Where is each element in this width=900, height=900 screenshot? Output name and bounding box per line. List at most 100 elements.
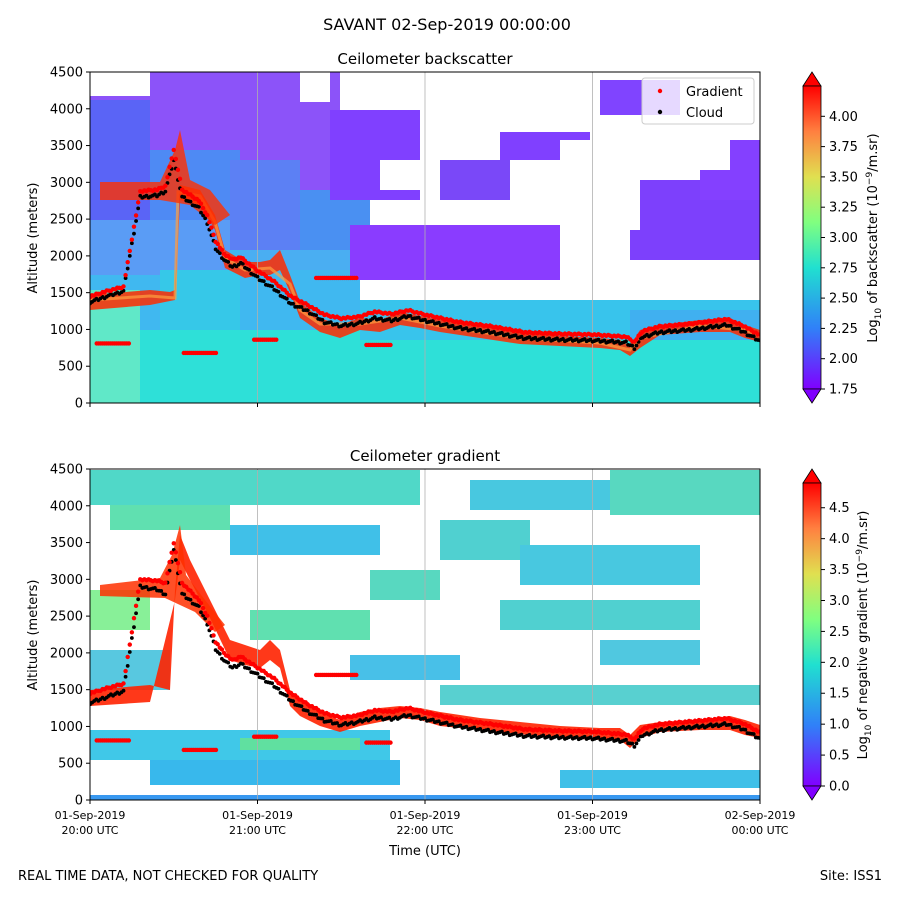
colorbar-tick-label: 3.00 [829, 231, 858, 246]
cloud-point [284, 693, 289, 698]
gradient-point [169, 550, 174, 555]
colorbar-top-extend [802, 468, 822, 484]
x-tick-time: 20:00 UTC [61, 824, 118, 837]
gradient-point [213, 350, 219, 356]
cloud-point [163, 189, 168, 194]
cloud-point [624, 339, 628, 344]
cloud-point [444, 322, 449, 326]
gradient-point [388, 740, 393, 745]
gradient-point [207, 220, 212, 225]
cloud-point [328, 718, 333, 723]
gradient-point [213, 747, 219, 753]
cloud-point [299, 704, 304, 709]
cloud-point [276, 289, 281, 294]
legend-entry-cloud: Cloud [657, 106, 723, 121]
cloud-point [261, 279, 266, 284]
cloud-point [630, 343, 635, 348]
cloud-point [247, 666, 252, 671]
y-tick-label: 1000 [50, 720, 83, 735]
backscatter-panel: Ceilometer backscatter [26, 50, 884, 412]
colorbar-top-extend [802, 71, 822, 87]
y-tick-label: 4000 [50, 499, 83, 514]
cloud-point [123, 674, 128, 679]
gradient-point [274, 337, 279, 342]
gradient-point [177, 176, 183, 182]
gradient-grid [257, 469, 593, 800]
gradient-point [205, 212, 210, 218]
gradient-point [200, 205, 206, 211]
cloud-point [408, 713, 413, 717]
colorbar-tick-label: 3.25 [829, 201, 858, 216]
cloud-point [519, 334, 524, 339]
cloud-point [247, 267, 252, 272]
gradient-point [219, 247, 225, 253]
cloud-point [743, 330, 748, 334]
colorbar-tick-label: 0.5 [829, 749, 850, 764]
cloud-point [291, 699, 295, 704]
gradient-point [634, 734, 639, 739]
legend-cloud-marker [657, 109, 663, 115]
gradient-colorbar: 0.0 0.5 1.0 1.5 2.0 2.5 3.0 3.5 4.0 4.5 Log10 of … [802, 468, 874, 801]
x-axis-label: Time (UTC) [388, 844, 461, 859]
cloud-point [450, 722, 455, 727]
gradient-point [131, 615, 137, 621]
x-tick-date: 02-Sep-2019 [725, 809, 796, 822]
cloud-point [423, 716, 427, 721]
y-tick-label: 2000 [50, 249, 83, 264]
gradient-point [131, 224, 137, 229]
gradient-point [175, 167, 181, 173]
cloud-point [408, 313, 413, 318]
cloud-point [430, 319, 435, 323]
gradient-point [175, 560, 181, 566]
colorbar-tick-label: 3.5 [829, 563, 850, 578]
y-tick-label: 0 [75, 397, 83, 412]
x-tick-time: 23:00 UTC [564, 824, 621, 837]
colorbar-tick-label: 4.5 [829, 501, 850, 516]
cloud-point [188, 597, 193, 602]
y-tick-label: 3000 [50, 176, 83, 191]
gradient-ylabel: Altitude (meters) [26, 580, 41, 691]
backscatter-ylabel: Altitude (meters) [26, 183, 41, 294]
gradient-colorbar-label: Log10 of negative gradient (10−9/m.sr) [855, 511, 874, 760]
backscatter-y-ticks: 0 500 1000 1500 2000 2500 3000 3500 4000 4500 [50, 66, 90, 412]
y-tick-label: 2000 [50, 646, 83, 661]
colorbar-tick-label: 3.0 [829, 594, 850, 609]
cloud-point [632, 347, 637, 352]
x-tick-date: 01-Sep-2019 [557, 809, 628, 822]
backscatter-title: Ceilometer backscatter [337, 50, 513, 68]
cloud-point [335, 721, 339, 725]
gradient-point [219, 647, 225, 652]
colorbar-tick-label: 2.00 [829, 352, 858, 367]
cloud-point [320, 317, 325, 322]
y-tick-label: 500 [58, 360, 83, 375]
gradient-point [123, 272, 128, 278]
cloud-point [305, 708, 310, 713]
y-tick-label: 2500 [50, 213, 83, 228]
cloud-point [737, 326, 741, 331]
cloud-point [129, 636, 134, 640]
cloud-point [134, 219, 138, 223]
gradient-point [274, 734, 279, 739]
cloud-point [188, 199, 193, 204]
colorbar-tick-label: 3.75 [829, 140, 858, 155]
backscatter-colorbar-label: Log10 of backscatter (10−9/m.sr) [865, 133, 884, 342]
cloud-point [416, 714, 421, 719]
cloud-point [226, 660, 231, 665]
gradient-title: Ceilometer gradient [350, 447, 500, 465]
cloud-point [226, 260, 231, 264]
cloud-point [499, 330, 504, 335]
y-tick-label: 3000 [50, 573, 83, 588]
x-tick-time: 22:00 UTC [396, 824, 453, 837]
cloud-point [328, 320, 333, 325]
cloud-point [144, 585, 149, 589]
gradient-point [634, 337, 639, 342]
cloud-point [240, 662, 245, 666]
gradient-colorbar-ticks: 0.0 0.5 1.0 1.5 2.0 2.5 3.0 3.5 4.0 4.5 [821, 501, 850, 795]
cloud-point [314, 313, 319, 318]
gradient-point [135, 589, 141, 594]
cloud-point [335, 322, 339, 326]
colorbar-tick-label: 1.0 [829, 718, 850, 733]
cloud-point [276, 686, 281, 691]
cloud-point [255, 671, 260, 676]
